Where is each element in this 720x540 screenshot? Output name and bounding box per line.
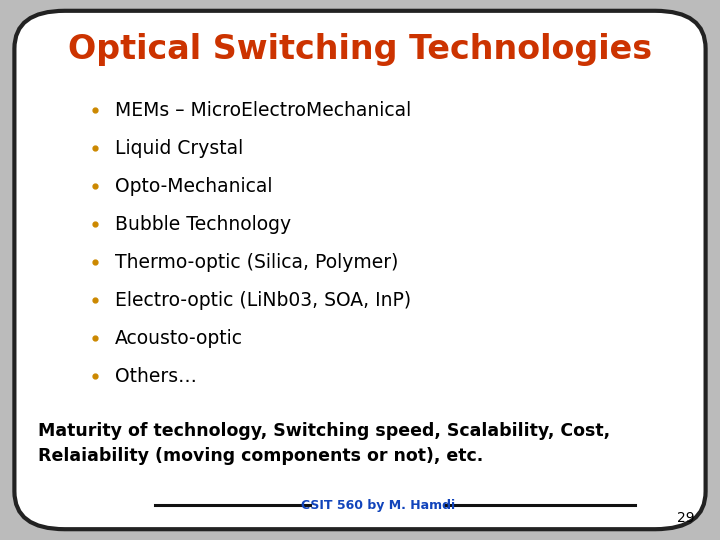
Text: 29: 29: [678, 511, 695, 525]
Text: Optical Switching Technologies: Optical Switching Technologies: [68, 33, 652, 66]
Text: Others…: Others…: [115, 367, 197, 386]
Text: Maturity of technology, Switching speed, Scalability, Cost,
Relaiability (moving: Maturity of technology, Switching speed,…: [38, 422, 610, 465]
Text: Thermo-optic (Silica, Polymer): Thermo-optic (Silica, Polymer): [115, 253, 398, 272]
Text: Bubble Technology: Bubble Technology: [115, 214, 291, 233]
Text: Electro-optic (LiNb03, SOA, InP): Electro-optic (LiNb03, SOA, InP): [115, 291, 411, 309]
Text: Opto-Mechanical: Opto-Mechanical: [115, 177, 272, 195]
Text: Acousto-optic: Acousto-optic: [115, 328, 243, 348]
Text: Liquid Crystal: Liquid Crystal: [115, 138, 243, 158]
Text: MEMs – MicroElectroMechanical: MEMs – MicroElectroMechanical: [115, 100, 411, 119]
Text: CSIT 560 by M. Hamdi: CSIT 560 by M. Hamdi: [301, 498, 455, 511]
